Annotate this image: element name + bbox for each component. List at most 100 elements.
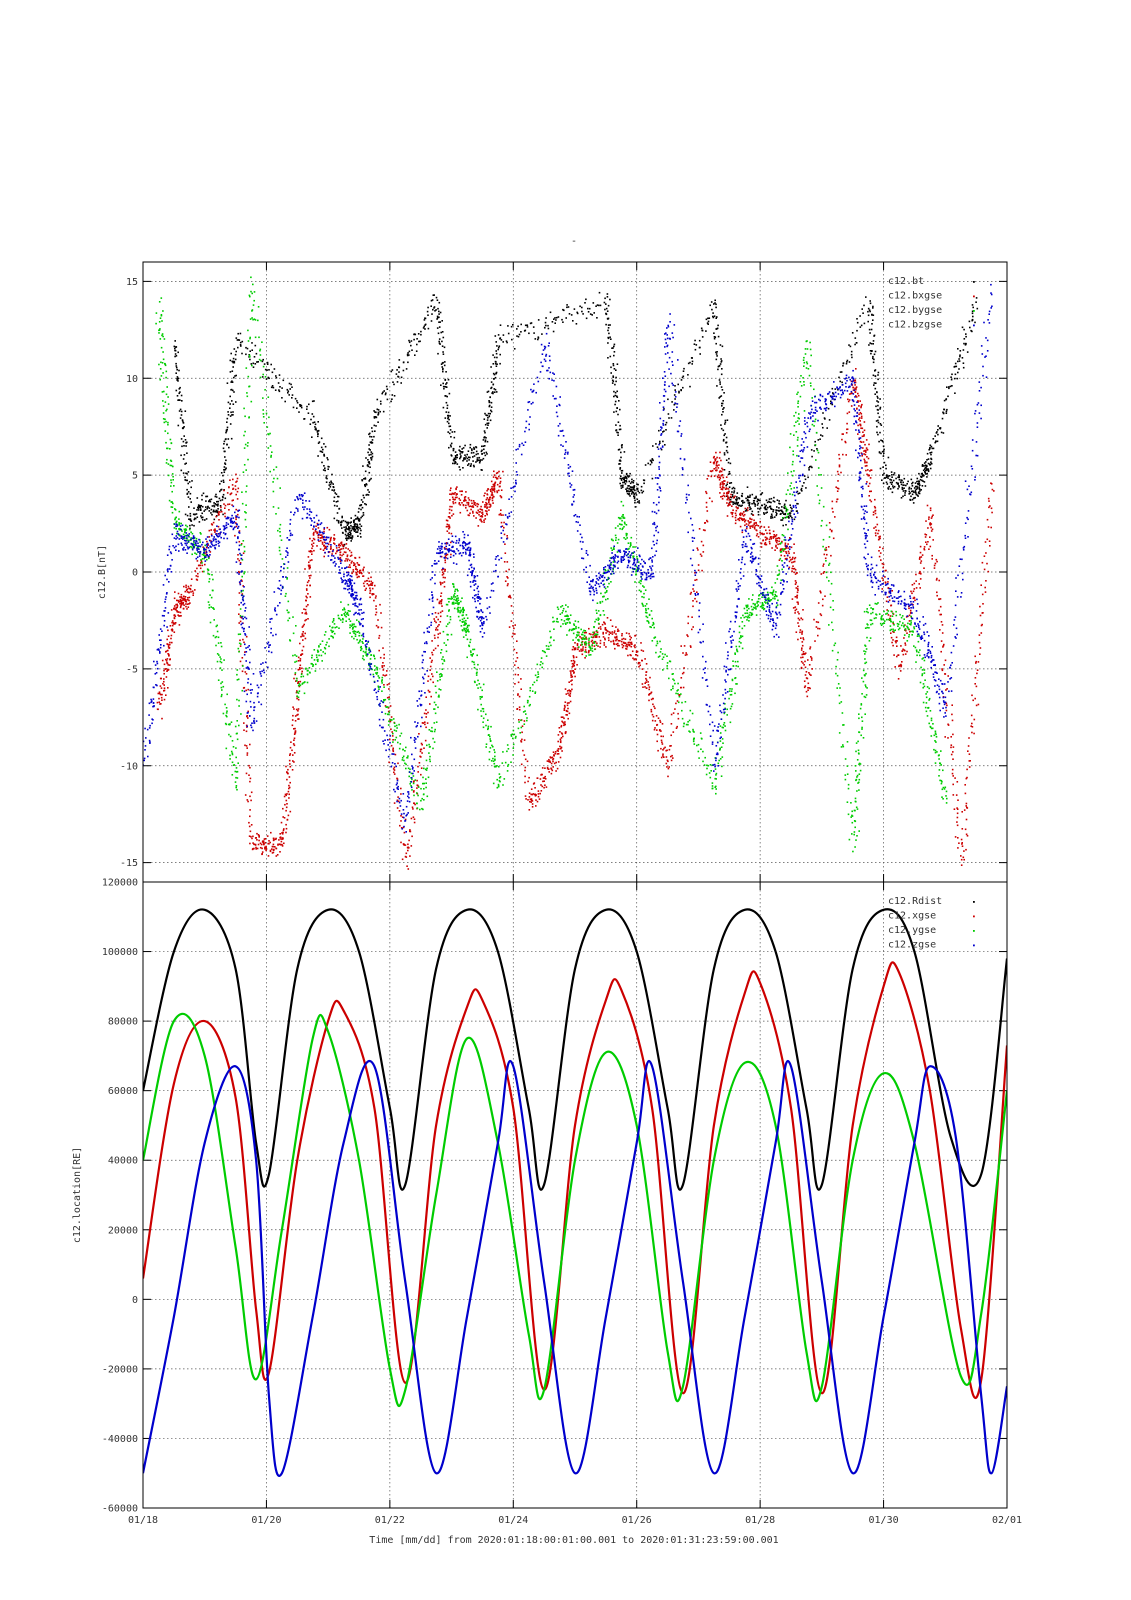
scatter-point xyxy=(440,331,442,334)
scatter-point xyxy=(619,482,621,485)
scatter-point xyxy=(223,469,225,471)
scatter-point xyxy=(616,396,619,398)
scatter-point xyxy=(238,570,240,573)
scatter-point xyxy=(273,368,276,370)
scatter-point xyxy=(862,312,864,314)
scatter-point xyxy=(723,480,725,482)
scatter-point xyxy=(904,492,906,494)
scatter-point xyxy=(613,395,615,398)
scatter-point xyxy=(627,476,630,478)
scatter-point xyxy=(458,466,461,468)
scatter-point xyxy=(741,518,743,521)
scatter-point xyxy=(588,627,590,630)
scatter-point xyxy=(413,818,416,820)
scatter-point xyxy=(500,339,503,341)
scatter-point xyxy=(347,548,349,550)
scatter-point xyxy=(837,473,840,476)
scatter-point xyxy=(970,714,973,717)
scatter-point xyxy=(222,493,225,496)
scatter-point xyxy=(304,568,306,570)
scatter-point xyxy=(741,500,743,502)
scatter-point xyxy=(971,726,974,728)
scatter-point xyxy=(727,496,729,498)
scatter-point xyxy=(363,496,365,499)
scatter-point xyxy=(613,368,616,370)
scatter-point xyxy=(520,323,522,326)
scatter-point xyxy=(421,722,424,724)
scatter-point xyxy=(289,763,291,765)
scatter-point xyxy=(492,372,495,375)
scatter-point xyxy=(805,671,808,673)
scatter-point xyxy=(879,431,881,434)
scatter-point xyxy=(656,740,658,743)
scatter-point xyxy=(248,764,250,767)
scatter-point xyxy=(732,509,734,511)
scatter-point xyxy=(293,728,295,730)
scatter-point xyxy=(572,665,574,667)
scatter-point xyxy=(351,538,353,540)
scatter-point xyxy=(932,447,935,450)
scatter-point xyxy=(727,491,730,493)
scatter-point xyxy=(727,492,730,495)
scatter-point xyxy=(484,423,487,426)
scatter-point xyxy=(305,595,307,598)
scatter-point xyxy=(214,495,217,498)
scatter-point xyxy=(162,418,165,420)
scatter-point xyxy=(570,676,572,678)
scatter-point xyxy=(881,440,884,442)
scatter-point xyxy=(184,410,187,412)
scatter-point xyxy=(938,609,940,612)
scatter-point xyxy=(593,645,596,647)
scatter-point xyxy=(692,588,694,590)
scatter-point xyxy=(478,511,480,513)
scatter-point xyxy=(373,410,375,412)
scatter-point xyxy=(542,777,545,779)
scatter-point xyxy=(985,552,987,554)
scatter-point xyxy=(284,793,287,796)
scatter-point xyxy=(220,506,222,509)
scatter-point xyxy=(909,612,912,614)
scatter-point xyxy=(442,382,444,385)
scatter-point xyxy=(432,649,435,651)
scatter-point xyxy=(749,525,751,528)
scatter-point xyxy=(797,589,799,592)
scatter-point xyxy=(303,608,305,610)
scatter-point xyxy=(765,539,767,541)
scatter-point xyxy=(280,821,283,824)
scatter-point xyxy=(595,305,597,307)
scatter-point xyxy=(348,527,350,529)
scatter-point xyxy=(338,543,340,546)
scatter-point xyxy=(554,317,556,319)
scatter-point xyxy=(161,333,164,335)
scatter-point xyxy=(486,513,488,516)
scatter-point xyxy=(549,761,551,763)
scatter-point xyxy=(419,340,421,343)
scatter-point xyxy=(751,493,754,496)
scatter-point xyxy=(802,656,804,659)
scatter-point xyxy=(171,621,173,624)
scatter-point xyxy=(448,432,451,435)
scatter-point xyxy=(783,507,785,509)
scatter-point xyxy=(275,847,277,850)
scatter-point xyxy=(441,569,443,571)
scatter-point xyxy=(850,380,853,383)
scatter-point xyxy=(478,461,481,464)
scatter-point xyxy=(648,694,650,696)
scatter-point xyxy=(170,506,173,508)
scatter-point xyxy=(638,500,640,502)
scatter-point xyxy=(208,510,211,512)
scatter-point xyxy=(561,733,564,735)
scatter-point xyxy=(373,416,376,418)
scatter-point xyxy=(719,381,721,383)
scatter-point xyxy=(890,483,893,485)
scatter-point xyxy=(357,517,360,520)
scatter-point xyxy=(817,621,820,624)
scatter-point xyxy=(910,495,912,498)
scatter-point xyxy=(168,653,170,656)
scatter-point xyxy=(412,816,415,818)
scatter-point xyxy=(846,412,849,415)
scatter-point xyxy=(596,304,599,306)
scatter-point xyxy=(799,631,801,634)
scatter-point xyxy=(406,354,409,357)
scatter-point xyxy=(272,386,275,389)
